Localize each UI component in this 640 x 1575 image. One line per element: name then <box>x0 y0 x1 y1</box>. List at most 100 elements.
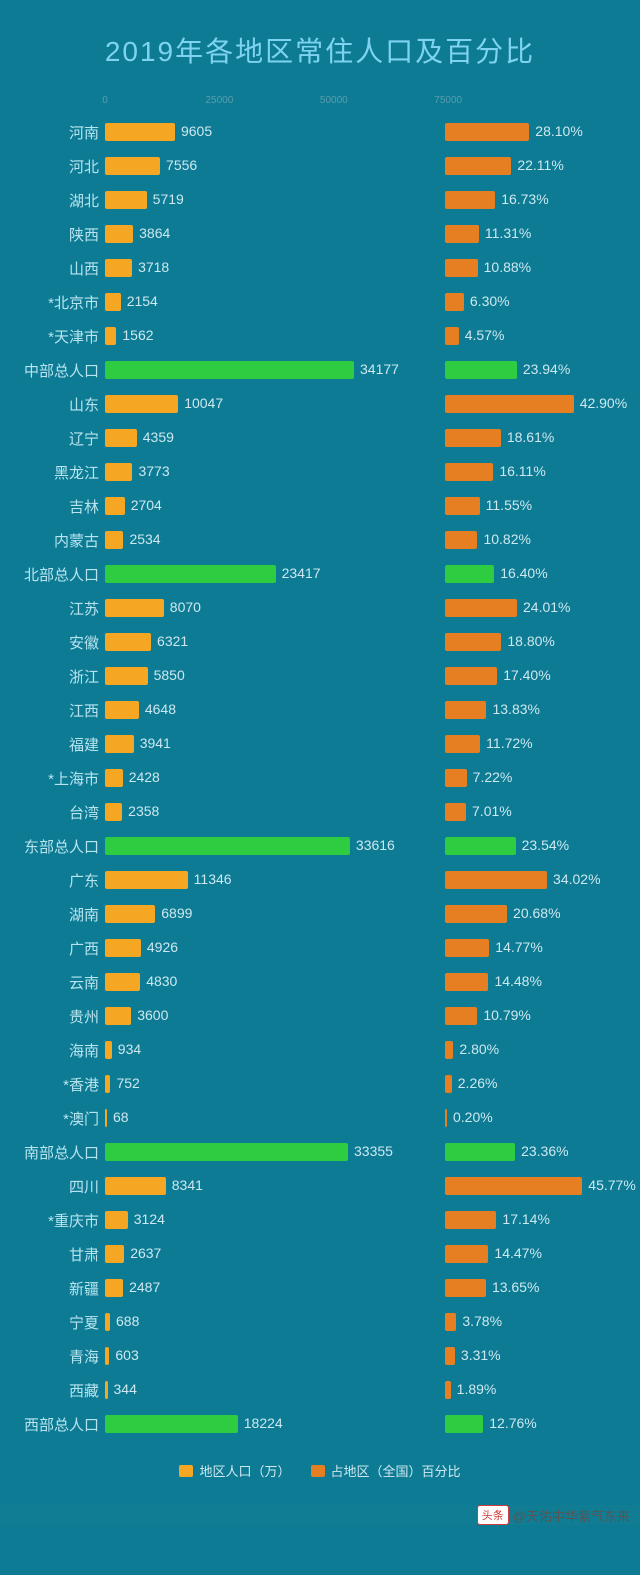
population-bar-zone: 2637 <box>105 1244 360 1264</box>
population-bar: 4648 <box>105 701 139 719</box>
percent-value: 23.94% <box>523 361 570 377</box>
percent-value: 6.30% <box>470 293 510 309</box>
legend: 地区人口（万） 占地区（全国）百分比 <box>15 1461 625 1480</box>
chart-row: 新疆248713.65% <box>15 1271 625 1305</box>
percent-bar: 11.31% <box>445 225 479 243</box>
population-bar: 2534 <box>105 531 123 549</box>
percent-value: 17.40% <box>503 667 550 683</box>
population-value: 688 <box>116 1313 139 1329</box>
population-bar: 2154 <box>105 293 121 311</box>
percent-bar-zone: 3.31% <box>445 1346 595 1366</box>
percent-bar: 23.54% <box>445 837 516 855</box>
percent-bar-zone: 11.55% <box>445 496 595 516</box>
row-label: 广西 <box>15 938 105 959</box>
population-bar-zone: 8070 <box>105 598 360 618</box>
axis-tick: 50000 <box>320 95 348 106</box>
chart-row: 广东1134634.02% <box>15 863 625 897</box>
population-value: 33355 <box>354 1143 393 1159</box>
chart-row: 湖南689920.68% <box>15 897 625 931</box>
population-value: 603 <box>115 1347 138 1363</box>
percent-value: 13.83% <box>492 701 539 717</box>
row-label: 湖北 <box>15 190 105 211</box>
row-label: 安徽 <box>15 632 105 653</box>
percent-value: 20.68% <box>513 905 560 921</box>
row-label: *天津市 <box>15 326 105 347</box>
axis-tick: 75000 <box>434 95 462 106</box>
population-value: 10047 <box>184 395 223 411</box>
population-bar: 8070 <box>105 599 164 617</box>
row-label: *上海市 <box>15 768 105 789</box>
percent-bar-zone: 17.14% <box>445 1210 595 1230</box>
percent-value: 16.40% <box>500 565 547 581</box>
population-value: 2637 <box>130 1245 161 1261</box>
population-bar-zone: 4926 <box>105 938 360 958</box>
population-value: 7556 <box>166 157 197 173</box>
row-label: 中部总人口 <box>15 360 105 381</box>
percent-value: 10.88% <box>484 259 531 275</box>
population-value: 8070 <box>170 599 201 615</box>
row-label: 江苏 <box>15 598 105 619</box>
percent-value: 14.77% <box>495 939 542 955</box>
population-bar: 10047 <box>105 395 178 413</box>
legend-text-pop: 地区人口（万） <box>199 1461 290 1480</box>
chart-rows: 河南960528.10%河北755622.11%湖北571916.73%陕西38… <box>15 115 625 1441</box>
population-bar: 688 <box>105 1313 110 1331</box>
percent-bar: 22.11% <box>445 157 511 175</box>
percent-bar: 3.31% <box>445 1347 455 1365</box>
percent-bar: 12.76% <box>445 1415 483 1433</box>
population-value: 344 <box>114 1381 137 1397</box>
population-bar-zone: 6899 <box>105 904 360 924</box>
percent-value: 14.48% <box>494 973 541 989</box>
population-value: 3600 <box>137 1007 168 1023</box>
percent-value: 11.31% <box>485 225 531 241</box>
percent-bar: 10.82% <box>445 531 477 549</box>
chart-row: 山东1004742.90% <box>15 387 625 421</box>
percent-bar: 4.57% <box>445 327 459 345</box>
percent-bar: 17.40% <box>445 667 497 685</box>
percent-value: 34.02% <box>553 871 600 887</box>
population-bar: 752 <box>105 1075 110 1093</box>
percent-bar-zone: 17.40% <box>445 666 595 686</box>
population-value: 6321 <box>157 633 188 649</box>
row-label: 辽宁 <box>15 428 105 449</box>
footer-handle: @天佑中华紫气东来 <box>513 1506 630 1525</box>
population-value: 3941 <box>140 735 171 751</box>
percent-bar: 28.10% <box>445 123 529 141</box>
percent-bar: 6.30% <box>445 293 464 311</box>
population-bar-zone: 2487 <box>105 1278 360 1298</box>
chart-row: *重庆市312417.14% <box>15 1203 625 1237</box>
population-value: 6899 <box>161 905 192 921</box>
population-value: 68 <box>113 1109 129 1125</box>
percent-bar: 14.77% <box>445 939 489 957</box>
chart-row: *北京市21546.30% <box>15 285 625 319</box>
percent-value: 3.78% <box>462 1313 502 1329</box>
percent-value: 0.20% <box>453 1109 493 1125</box>
percent-bar: 7.01% <box>445 803 466 821</box>
percent-bar: 23.36% <box>445 1143 515 1161</box>
percent-bar: 1.89% <box>445 1381 451 1399</box>
population-bar: 18224 <box>105 1415 238 1433</box>
population-bar-zone: 6321 <box>105 632 360 652</box>
population-value: 2358 <box>128 803 159 819</box>
population-bar-zone: 7556 <box>105 156 360 176</box>
population-bar: 4830 <box>105 973 140 991</box>
percent-value: 23.36% <box>521 1143 568 1159</box>
population-bar-zone: 3941 <box>105 734 360 754</box>
percent-bar: 16.11% <box>445 463 493 481</box>
population-value: 23417 <box>282 565 321 581</box>
population-bar: 8341 <box>105 1177 166 1195</box>
chart-row: 福建394111.72% <box>15 727 625 761</box>
row-label: 浙江 <box>15 666 105 687</box>
row-label: 甘肃 <box>15 1244 105 1265</box>
population-bar-zone: 4359 <box>105 428 360 448</box>
population-bar-zone: 2428 <box>105 768 360 788</box>
population-bar: 2428 <box>105 769 123 787</box>
population-bar: 6899 <box>105 905 155 923</box>
percent-bar-zone: 16.40% <box>445 564 595 584</box>
population-value: 2487 <box>129 1279 160 1295</box>
population-bar-zone: 33616 <box>105 836 360 856</box>
percent-bar-zone: 2.26% <box>445 1074 595 1094</box>
chart-title: 2019年各地区常住人口及百分比 <box>15 30 625 70</box>
population-value: 2428 <box>129 769 160 785</box>
percent-bar-zone: 24.01% <box>445 598 595 618</box>
